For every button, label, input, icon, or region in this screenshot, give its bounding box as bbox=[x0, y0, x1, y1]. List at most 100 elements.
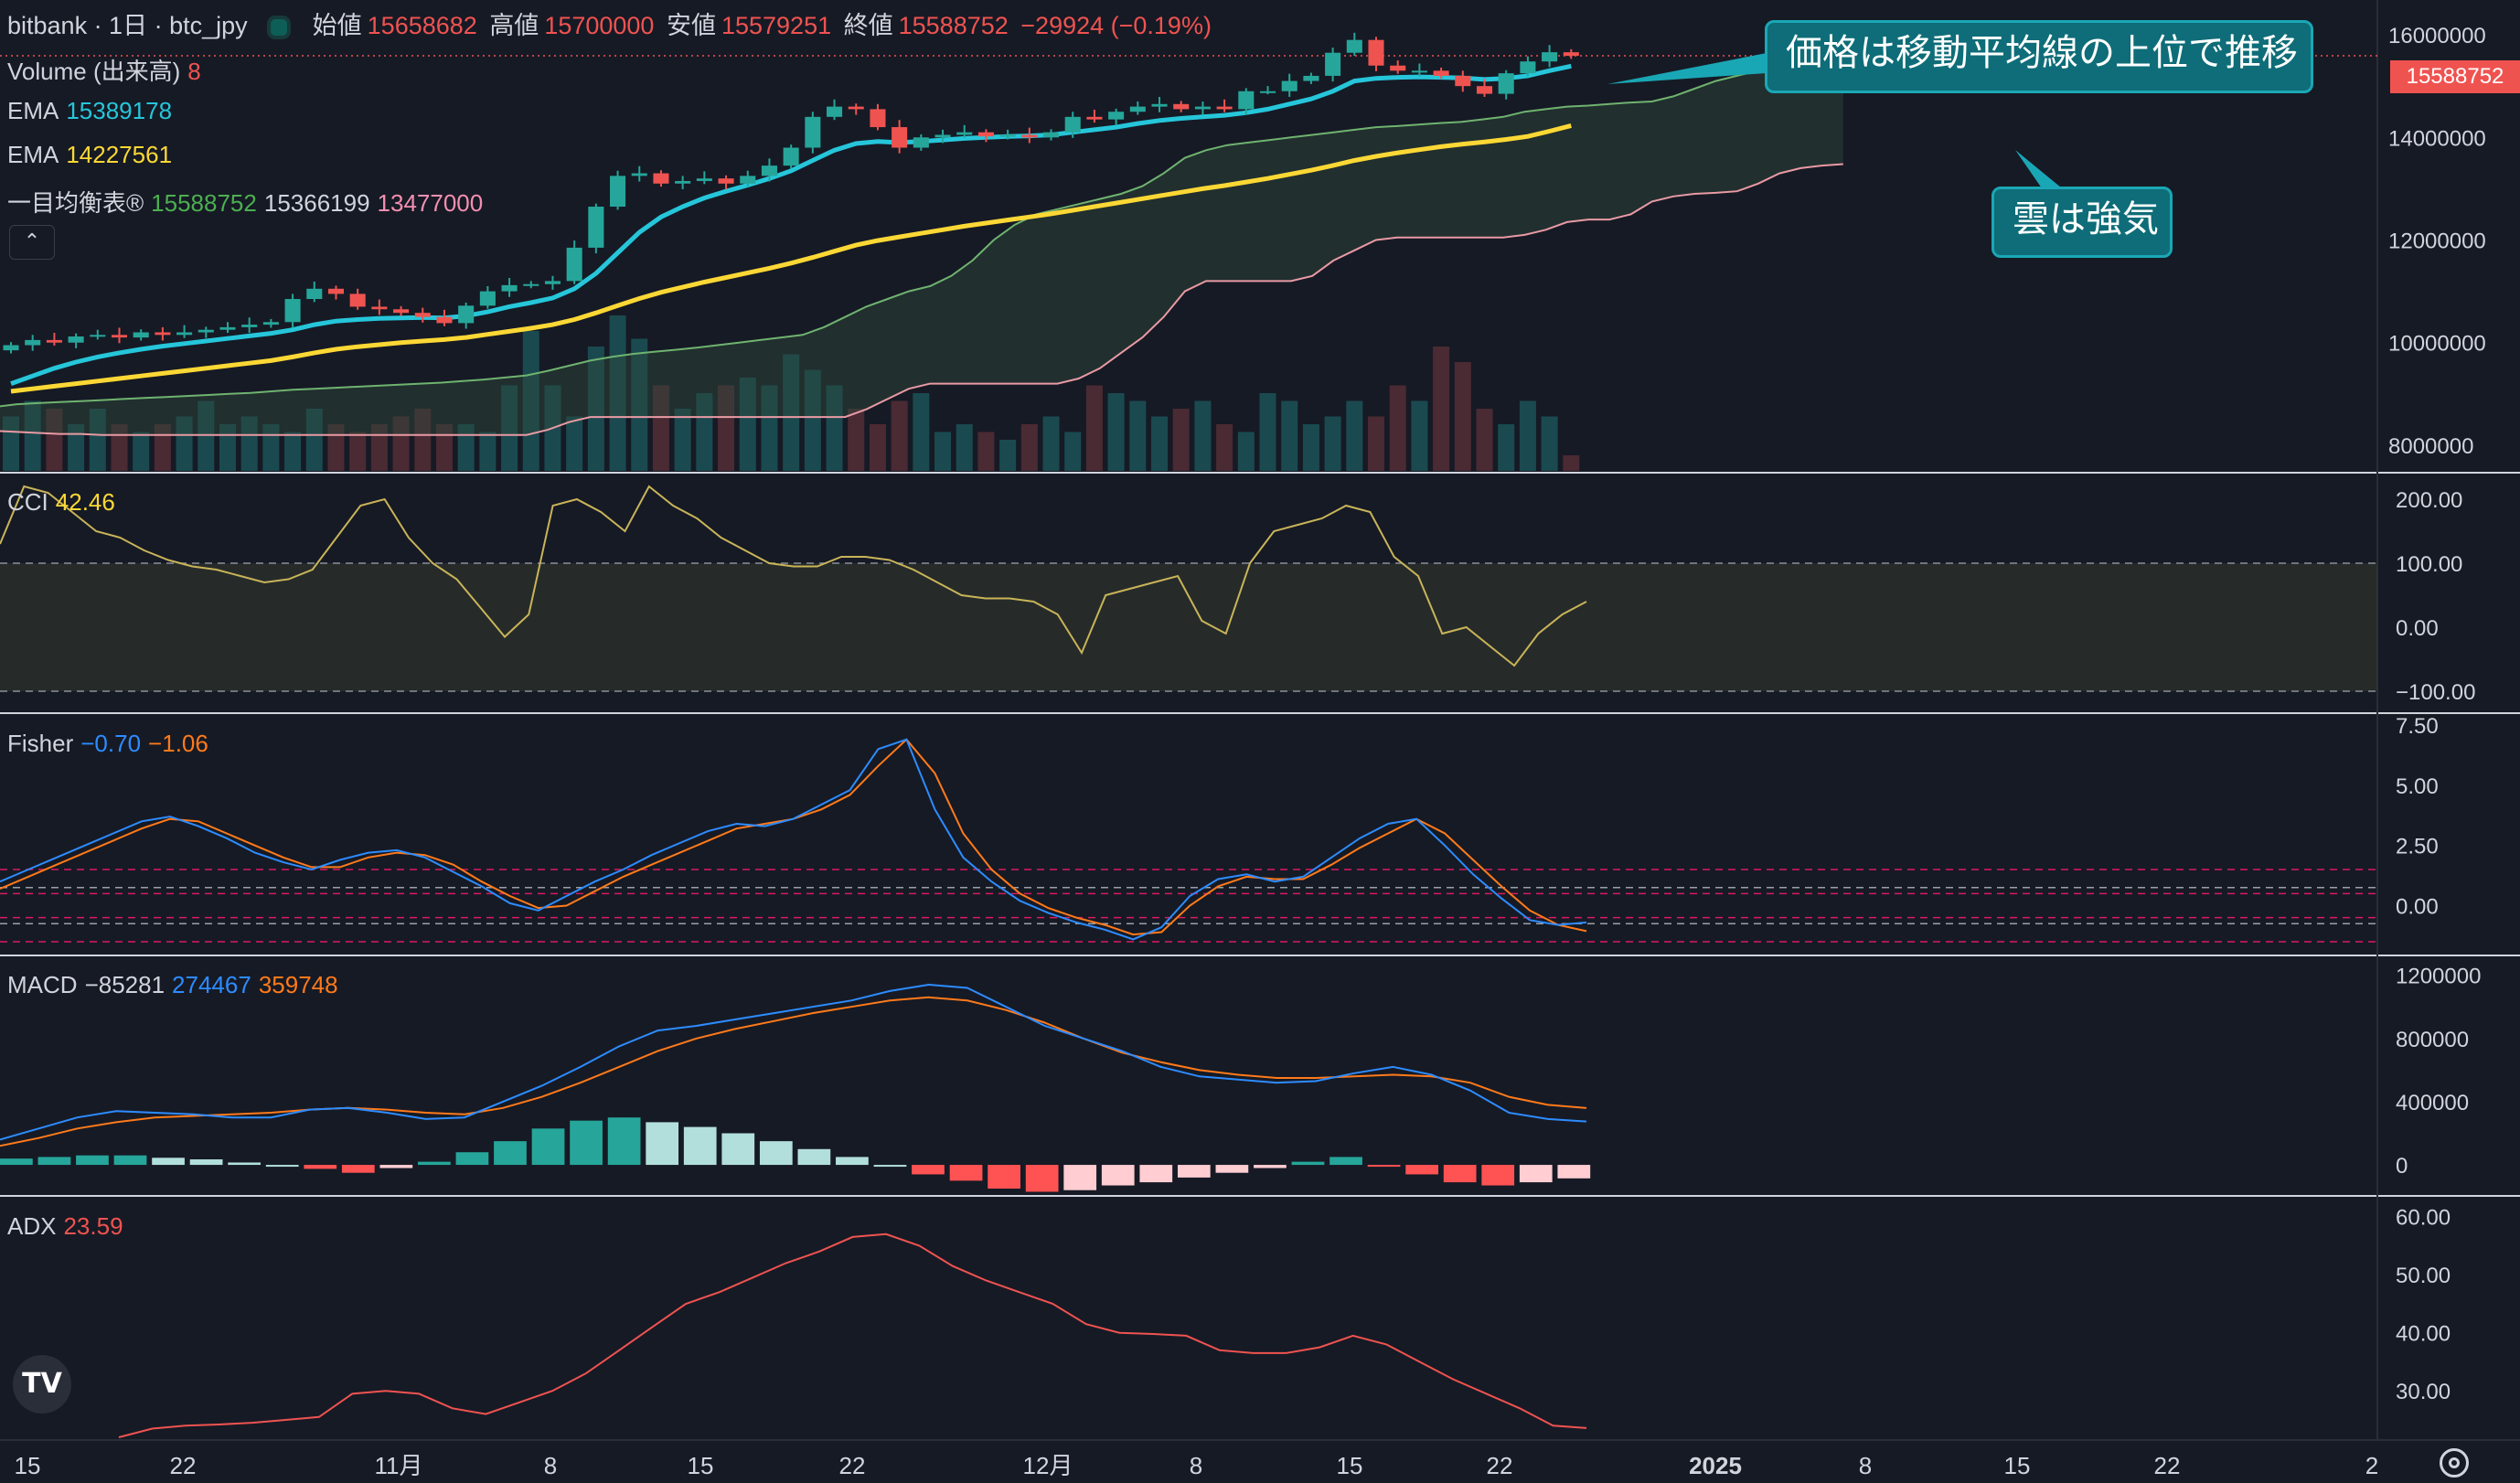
volume-bar bbox=[804, 369, 821, 471]
macd-histogram-bar bbox=[265, 1165, 299, 1168]
macd-histogram-bar bbox=[341, 1165, 375, 1173]
volume-bar bbox=[631, 338, 648, 471]
fisher-line bbox=[0, 738, 1587, 941]
volume-bar bbox=[1259, 393, 1276, 471]
time-axis-tick: 22 bbox=[839, 1452, 866, 1479]
ema-fast-label: EMA bbox=[7, 97, 59, 124]
fisher-axis-tick: 2.50 bbox=[2396, 835, 2439, 859]
open-label: 始値 bbox=[312, 12, 362, 39]
collapse-legend-button[interactable]: ⌃ bbox=[9, 225, 55, 260]
candle-body bbox=[588, 207, 604, 248]
volume-bar bbox=[240, 416, 258, 471]
candle-body bbox=[870, 109, 886, 128]
candle-body bbox=[913, 137, 929, 148]
candle-body bbox=[1259, 91, 1276, 93]
macd-histogram-bar bbox=[721, 1133, 755, 1166]
macd-legend[interactable]: MACD −85281 274467 359748 bbox=[7, 971, 346, 999]
volume-bar bbox=[696, 393, 713, 471]
fisher-value-1: −0.70 bbox=[80, 730, 142, 757]
volume-bar bbox=[1302, 424, 1319, 471]
macd-histogram-bar bbox=[1254, 1165, 1287, 1168]
volume-bar bbox=[1324, 416, 1341, 471]
candle-body bbox=[479, 291, 496, 306]
candle-body bbox=[631, 173, 647, 176]
candle-body bbox=[610, 176, 626, 208]
macd-histogram-bar bbox=[228, 1162, 262, 1166]
callout-cloud-bullish[interactable]: 雲は強気 bbox=[1991, 187, 2173, 258]
macd-histogram-bar bbox=[494, 1141, 527, 1166]
candle-body bbox=[1151, 103, 1168, 107]
candle-body bbox=[371, 306, 388, 310]
volume-label: Volume (出来高) bbox=[7, 58, 181, 85]
volume-bar bbox=[609, 315, 626, 471]
macd-signal-line bbox=[0, 996, 1587, 1147]
adx-axis-tick: 30.00 bbox=[2396, 1380, 2451, 1404]
candle-body bbox=[523, 283, 539, 286]
symbol-label[interactable]: bitbank · 1日 · btc_jpy bbox=[7, 12, 248, 39]
volume-bar bbox=[1281, 400, 1298, 471]
volume-bar bbox=[1433, 347, 1450, 471]
candle-body bbox=[1368, 39, 1384, 66]
ichimoku-value-1: 15588752 bbox=[151, 189, 257, 217]
volume-bar bbox=[392, 416, 410, 471]
ichimoku-legend[interactable]: 一目均衡表® 15588752 15366199 13477000 bbox=[7, 185, 490, 219]
candle-body bbox=[1173, 103, 1190, 110]
macd-histogram-bar bbox=[1367, 1165, 1401, 1168]
candle-body bbox=[1108, 112, 1125, 120]
ichimoku-cloud bbox=[0, 69, 1843, 435]
adx-legend[interactable]: ADX 23.59 bbox=[7, 1212, 131, 1241]
volume-bar bbox=[1042, 416, 1060, 471]
macd-histogram-bar bbox=[1557, 1165, 1591, 1179]
candle-body bbox=[1563, 52, 1579, 57]
volume-legend[interactable]: Volume (出来高) 8 bbox=[7, 53, 208, 87]
cci-band bbox=[0, 563, 2377, 691]
volume-bar bbox=[1519, 400, 1536, 471]
macd-histogram-bar bbox=[113, 1155, 147, 1166]
candle-body bbox=[956, 132, 973, 135]
macd-histogram-bar bbox=[836, 1157, 869, 1166]
cci-axis-tick: −100.00 bbox=[2396, 680, 2475, 705]
macd-histogram-bar bbox=[1101, 1165, 1135, 1186]
cci-label: CCI bbox=[7, 488, 48, 516]
volume-bar bbox=[1411, 400, 1428, 471]
ema-slow-label: EMA bbox=[7, 141, 59, 168]
candle-body bbox=[1129, 106, 1146, 112]
candle-body bbox=[1086, 116, 1103, 120]
volume-bar bbox=[1498, 424, 1515, 471]
volume-bar bbox=[977, 432, 995, 471]
candle-body bbox=[761, 165, 777, 176]
ema-fast-value: 15389178 bbox=[66, 97, 173, 124]
candle-body bbox=[696, 178, 712, 181]
ema-slow-legend[interactable]: EMA 14227561 bbox=[7, 141, 179, 169]
price-axis-tick: 12000000 bbox=[2388, 229, 2486, 254]
candle-body bbox=[1194, 106, 1211, 110]
volume-bar bbox=[956, 424, 973, 471]
volume-bar bbox=[479, 432, 497, 471]
ema-fast-legend[interactable]: EMA 15389178 bbox=[7, 97, 179, 125]
cci-axis-tick: 200.00 bbox=[2396, 488, 2462, 513]
time-axis-tick: 8 bbox=[1190, 1452, 1202, 1479]
tradingview-logo-icon[interactable]: TV bbox=[13, 1355, 71, 1414]
ichimoku-label: 一目均衡表® bbox=[7, 189, 144, 217]
macd-value-2: 274467 bbox=[172, 971, 251, 998]
macd-histogram-bar bbox=[1481, 1165, 1515, 1186]
volume-bar bbox=[1476, 409, 1493, 471]
candle-body bbox=[284, 299, 301, 323]
candle-body bbox=[241, 325, 258, 327]
low-value: 15579251 bbox=[721, 12, 832, 39]
candle-body bbox=[1021, 134, 1038, 138]
chevron-up-icon: ⌃ bbox=[23, 229, 41, 252]
volume-bar bbox=[111, 424, 128, 471]
fisher-legend[interactable]: Fisher −0.70 −1.06 bbox=[7, 730, 216, 758]
volume-bar bbox=[1368, 416, 1385, 471]
callout-price-above-ma[interactable]: 価格は移動平均線の上位で推移 bbox=[1765, 20, 2313, 93]
macd-histogram-bar bbox=[570, 1120, 603, 1166]
macd-histogram-bar bbox=[304, 1165, 337, 1169]
adx-axis-tick: 60.00 bbox=[2396, 1206, 2451, 1231]
high-label: 高値 bbox=[489, 12, 539, 39]
candle-body bbox=[436, 316, 453, 324]
settings-gear-icon[interactable] bbox=[2440, 1448, 2469, 1478]
fisher-axis-tick: 5.00 bbox=[2396, 774, 2439, 799]
volume-bar bbox=[89, 409, 106, 471]
cci-legend[interactable]: CCI 42.46 bbox=[7, 488, 123, 517]
